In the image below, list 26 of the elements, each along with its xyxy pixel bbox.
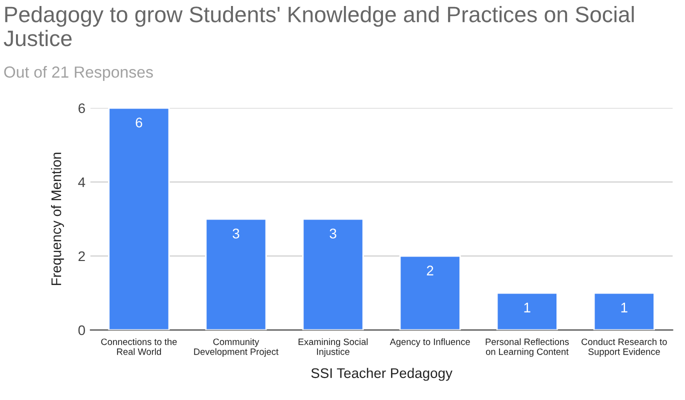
y-tick-label: 0 bbox=[78, 325, 86, 336]
x-tick-label: Examining Social Injustice bbox=[298, 338, 368, 357]
x-tick-label: Community Development Project bbox=[194, 338, 278, 357]
bar bbox=[205, 218, 267, 330]
data-label: 3 bbox=[330, 228, 336, 238]
data-label: 1 bbox=[621, 302, 628, 312]
bar bbox=[496, 292, 558, 330]
y-axis-title: Frequency of Mention bbox=[51, 152, 64, 286]
data-label: 2 bbox=[426, 266, 434, 276]
data-label: 6 bbox=[136, 118, 142, 128]
bar bbox=[302, 218, 364, 330]
x-tick-label: Connections to the Real World bbox=[101, 338, 177, 355]
x-tick-label: Personal Reflections on Learning Content bbox=[486, 338, 569, 357]
y-tick-label: 4 bbox=[78, 177, 86, 188]
bar bbox=[399, 255, 461, 330]
y-tick-label: 6 bbox=[78, 103, 85, 114]
data-label: 1 bbox=[524, 302, 530, 312]
x-tick-label: Agency to Influence bbox=[390, 338, 470, 347]
bar bbox=[593, 292, 655, 330]
chart-title: Pedagogy to grow Students' Knowledge and Practices on Social Justice bbox=[4, 6, 634, 46]
x-axis-title: SSI Teacher Pedagogy bbox=[311, 368, 452, 381]
data-label: 3 bbox=[232, 228, 240, 238]
y-tick-label: 2 bbox=[78, 251, 85, 262]
bar bbox=[108, 108, 170, 330]
x-tick-label: Conduct Research to Support Evidence bbox=[582, 338, 667, 357]
chart-subtitle: Out of 21 Responses bbox=[4, 66, 153, 81]
